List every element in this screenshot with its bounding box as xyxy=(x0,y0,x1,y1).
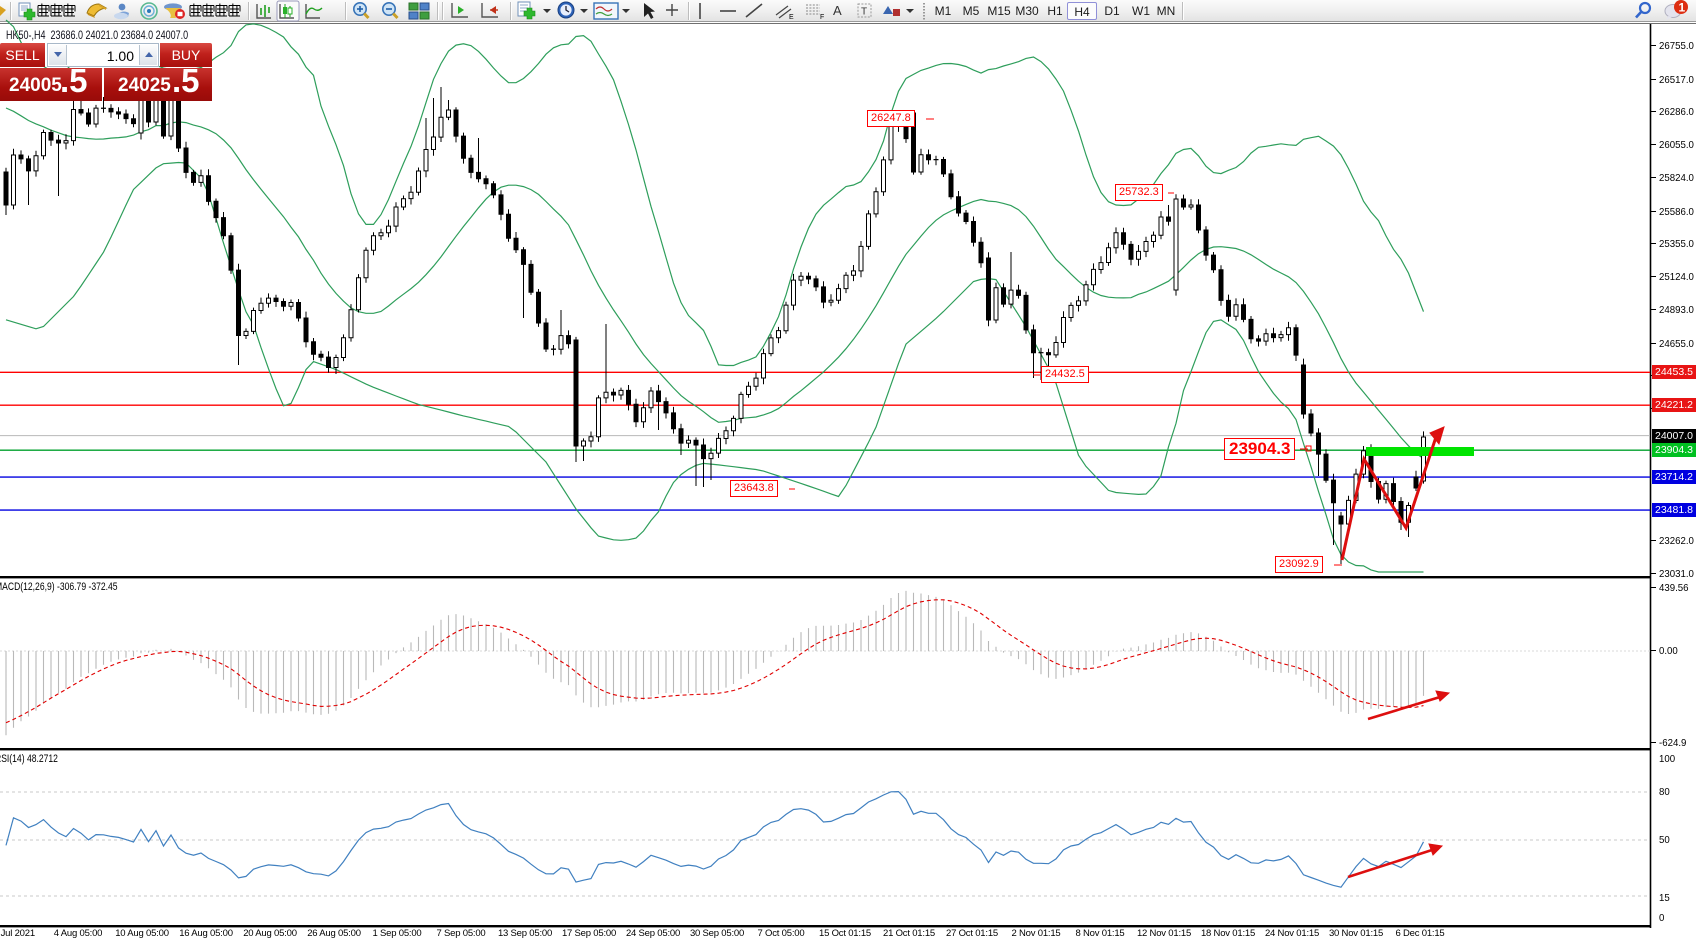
svg-text:E: E xyxy=(789,14,794,21)
svg-text:1: 1 xyxy=(1679,1,1686,15)
svg-text:A: A xyxy=(833,3,842,18)
svg-text:F: F xyxy=(820,14,824,21)
svg-text:T: T xyxy=(861,7,867,18)
